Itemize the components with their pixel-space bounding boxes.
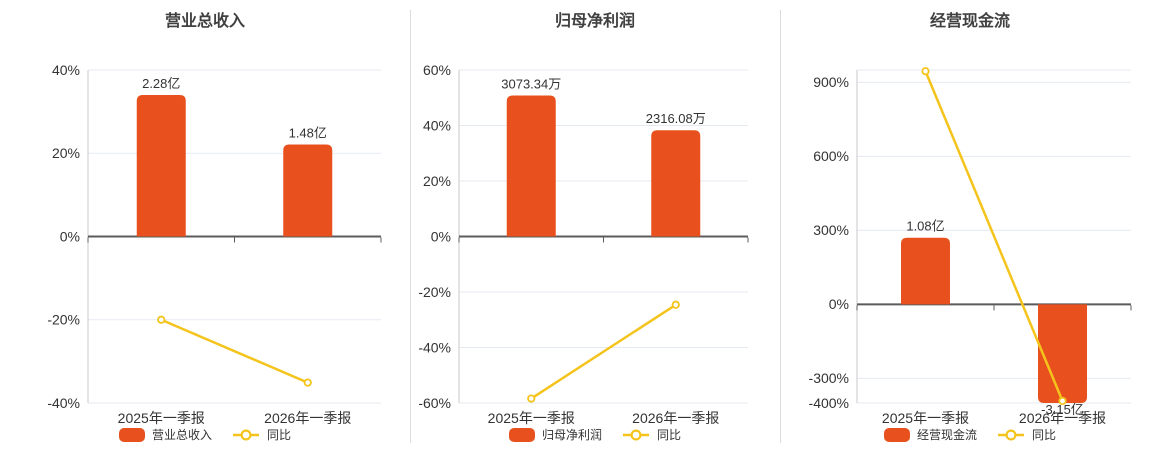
bar-value-label: 2316.08万 bbox=[646, 111, 706, 126]
yoy-point-marker bbox=[1058, 396, 1067, 406]
legend-yoy-label: 同比 bbox=[657, 428, 682, 442]
y-tick-label: 20% bbox=[423, 173, 451, 189]
yoy-line-icon bbox=[233, 429, 259, 441]
grid-lines bbox=[857, 69, 1131, 404]
y-tick-label: -40% bbox=[418, 339, 451, 355]
bar bbox=[901, 237, 950, 305]
bar-series-swatch-icon bbox=[118, 428, 145, 442]
y-tick-label: 20% bbox=[52, 145, 80, 161]
y-tick-label: -20% bbox=[47, 312, 80, 328]
x-category-label: 2025年一季报 bbox=[118, 410, 205, 426]
y-tick-label: 60% bbox=[423, 62, 451, 78]
x-category-label: 2026年一季报 bbox=[632, 410, 719, 426]
bar-value-label: 1.08亿 bbox=[906, 219, 944, 234]
legend-yoy-label: 同比 bbox=[267, 428, 292, 442]
legend-bar-label: 归母净利润 bbox=[541, 428, 602, 442]
chart-legend: 归母净利润 同比 bbox=[410, 426, 780, 444]
bar-series bbox=[901, 237, 1087, 403]
panel-divider bbox=[410, 10, 411, 443]
y-tick-label: 900% bbox=[813, 74, 849, 90]
bar bbox=[136, 94, 186, 237]
yoy-point-marker bbox=[527, 394, 536, 403]
yoy-line bbox=[924, 70, 1064, 402]
bar bbox=[651, 130, 701, 237]
y-tick-label: 0% bbox=[829, 296, 849, 312]
y-tick-label: -300% bbox=[809, 370, 849, 386]
y-tick-labels: 900% 600% 300% 0% -300% -400% bbox=[809, 74, 849, 411]
yoy-line-icon bbox=[998, 429, 1024, 441]
bar bbox=[1038, 304, 1087, 403]
chart-title-operating-cash-flow: 经营现金流 bbox=[929, 13, 1010, 30]
operating-revenue-chart-canvas: 40% 20% 0% -20% -40% 2.28亿 1.48亿 2025年一季报 2026年一… bbox=[47, 62, 382, 426]
bar-value-label: 3073.34万 bbox=[501, 77, 561, 92]
y-tick-label: 600% bbox=[813, 148, 849, 164]
y-tick-label: -40% bbox=[47, 395, 80, 411]
bar-series bbox=[136, 94, 333, 237]
yoy-line-series bbox=[921, 67, 1067, 406]
y-tick-labels: 40% 20% 0% -20% -40% bbox=[47, 62, 80, 411]
yoy-point-marker bbox=[303, 378, 312, 387]
yoy-line-icon bbox=[623, 429, 649, 441]
legend-bar-label: 经营现金流 bbox=[916, 428, 977, 442]
zero-axis bbox=[87, 235, 382, 243]
legend-item-yoy-line[interactable]: 同比 bbox=[622, 428, 681, 442]
y-tick-labels: 60% 40% 20% 0% -20% -40% -60% bbox=[418, 62, 451, 411]
yoy-point-marker bbox=[671, 300, 680, 309]
x-category-label: 2026年一季报 bbox=[1019, 410, 1106, 426]
grid-lines bbox=[88, 69, 381, 404]
yoy-point-marker bbox=[157, 315, 166, 324]
y-tick-label: 300% bbox=[813, 222, 849, 238]
legend-bar-label: 营业总收入 bbox=[151, 428, 212, 442]
y-tick-label: 0% bbox=[431, 228, 451, 244]
legend-item-yoy-line[interactable]: 同比 bbox=[232, 428, 291, 442]
bar-series-swatch-icon bbox=[883, 428, 910, 442]
legend-yoy-label: 同比 bbox=[1032, 428, 1057, 442]
x-category-label: 2025年一季报 bbox=[488, 410, 575, 426]
chart-title-net-profit: 归母净利润 bbox=[554, 13, 635, 30]
chart-panel-operating-revenue: 营业总收入 40% 20% 0% -20% -40% 2.28亿 1.48亿 2025年一季报… bbox=[0, 0, 410, 450]
x-category-label: 2025年一季报 bbox=[882, 410, 969, 426]
yoy-line bbox=[160, 318, 309, 384]
bar bbox=[506, 95, 556, 237]
y-tick-label: -400% bbox=[809, 395, 849, 411]
bar-series-swatch-icon bbox=[508, 428, 535, 442]
y-tick-label: 40% bbox=[423, 117, 451, 133]
yoy-point-marker bbox=[921, 67, 930, 76]
chart-title-operating-revenue: 营业总收入 bbox=[164, 13, 245, 30]
yoy-line-series bbox=[157, 315, 312, 387]
yoy-line bbox=[530, 303, 677, 400]
bar-series bbox=[506, 95, 701, 237]
legend-item-yoy-line[interactable]: 同比 bbox=[997, 428, 1056, 442]
bar-value-label: 1.48亿 bbox=[289, 126, 327, 141]
zero-axis bbox=[856, 303, 1132, 311]
net-profit-chart-canvas: 60% 40% 20% 0% -20% -40% -60% 3073.34万 2316.08万 2… bbox=[418, 62, 749, 426]
yoy-line-series bbox=[527, 300, 680, 403]
bar-value-label: 2.28亿 bbox=[142, 76, 180, 91]
bar bbox=[283, 144, 333, 237]
operating-cash-flow-chart-canvas: 900% 600% 300% 0% -300% -400% 1.08亿 -3.15亿 2025年… bbox=[809, 67, 1132, 426]
bar-value-label: -3.15亿 bbox=[1041, 402, 1084, 417]
legend-item-bar-series[interactable]: 营业总收入 bbox=[118, 428, 212, 442]
y-tick-label: -60% bbox=[418, 395, 451, 411]
chart-legend: 经营现金流 同比 bbox=[780, 426, 1160, 444]
y-tick-label: -20% bbox=[418, 284, 451, 300]
legend-item-bar-series[interactable]: 归母净利润 bbox=[508, 428, 602, 442]
chart-legend: 营业总收入 同比 bbox=[0, 426, 410, 444]
x-category-label: 2026年一季报 bbox=[264, 410, 351, 426]
y-tick-label: 40% bbox=[52, 62, 80, 78]
zero-axis bbox=[458, 235, 749, 243]
panel-divider bbox=[780, 10, 781, 443]
y-tick-label: 0% bbox=[60, 228, 80, 244]
chart-panel-operating-cash-flow: 经营现金流 900% 600% 300% 0% -300% -400% 1.08亿 -3.15… bbox=[780, 0, 1160, 450]
legend-item-bar-series[interactable]: 经营现金流 bbox=[883, 428, 977, 442]
chart-panel-net-profit: 归母净利润 60% 40% 20% 0% -20% -40% -60% 3073.34万 231… bbox=[410, 0, 780, 450]
